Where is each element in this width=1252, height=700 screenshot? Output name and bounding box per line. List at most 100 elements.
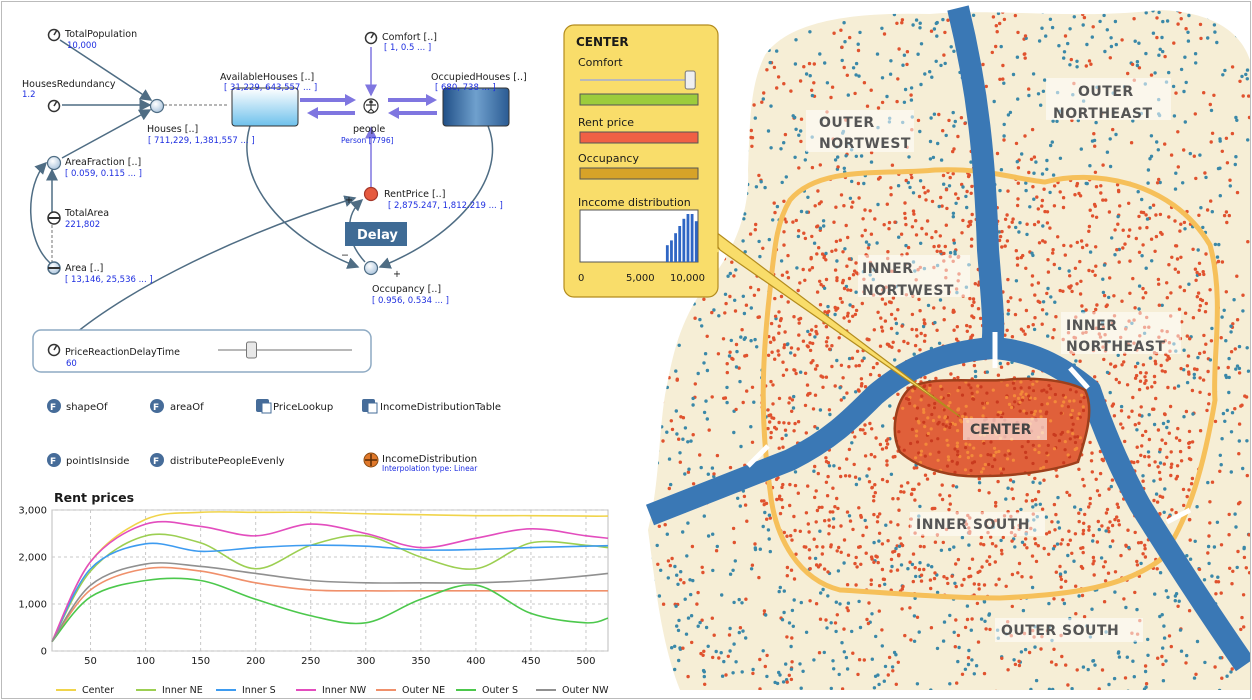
resident-dot [824,459,829,464]
resident-dot [1025,546,1029,550]
comfort-param[interactable] [364,31,378,45]
resident-dot [925,477,930,481]
pointisinside-function[interactable]: F [47,453,61,467]
resident-dot [684,632,689,636]
resident-dot [1094,477,1098,481]
resident-dot [881,577,886,581]
resident-dot [1109,36,1113,40]
resident-dot [1221,411,1226,416]
price-reaction-slider-thumb[interactable] [246,341,257,359]
resident-dot [1163,441,1168,446]
resident-dot [736,496,740,500]
resident-dot [677,618,681,623]
resident-dot [852,462,856,467]
area-variable[interactable] [47,261,61,275]
available-houses-stock[interactable] [231,87,299,127]
resident-dot [1117,650,1121,654]
resident-dot [953,645,957,649]
occupancy-variable[interactable] [363,260,379,276]
occupied-houses-stock[interactable] [442,87,510,127]
rent-price-variable[interactable] [363,186,379,202]
resident-dot [923,473,928,477]
resident-dot [906,567,910,571]
houses-redundancy-param[interactable] [47,99,61,113]
resident-dot [767,237,771,242]
resident-dot [826,474,830,479]
resident-dot [1158,461,1163,465]
resident-dot [1226,365,1230,370]
resident-dot [834,600,838,604]
income-distribution-icon[interactable] [363,452,379,468]
resident-dot [1191,316,1196,320]
resident-dot [1017,230,1021,234]
price-reaction-param[interactable] [47,343,61,357]
resident-dot [1064,663,1068,667]
resident-dot [1078,292,1083,296]
resident-dot [609,446,612,449]
resident-dot [865,104,870,108]
resident-dot [648,477,651,481]
resident-dot [1149,237,1154,241]
resident-dot [1229,350,1234,354]
resident-dot [1220,437,1224,441]
resident-dot [1241,593,1246,597]
resident-dot [1170,508,1174,512]
resident-dot [869,578,873,582]
resident-dot [1167,70,1171,75]
resident-dot [891,550,895,554]
resident-dot [1187,488,1191,492]
resident-dot [760,499,764,503]
resident-dot [928,70,932,74]
resident-dot [738,504,742,508]
resident-dot [760,100,764,104]
resident-dot [845,667,850,671]
resident-dot [854,482,859,487]
resident-dot [1021,608,1026,613]
price-reaction-panel [32,329,372,373]
resident-dot [1164,589,1168,593]
resident-dot [702,649,706,653]
resident-dot [877,584,882,588]
resident-dot [750,563,755,567]
resident-dot [844,655,849,660]
resident-dot [1176,384,1181,388]
houses-variable[interactable] [149,98,165,114]
shapeof-function[interactable]: F [47,399,61,413]
resident-dot [808,567,812,571]
resident-dot [857,74,861,78]
resident-dot [777,670,781,675]
resident-dot [1053,10,1057,14]
resident-dot [799,600,803,605]
resident-dot [1161,421,1166,426]
resident-dot [660,680,664,684]
resident-dot [806,522,810,526]
total-population-param[interactable] [47,28,61,42]
area-fraction-variable[interactable] [46,155,62,171]
resident-dot [896,497,900,501]
resident-dot [715,453,720,458]
resident-dot [773,210,777,215]
resident-dot [1224,373,1228,378]
resident-dot [1034,542,1038,546]
resident-dot [834,629,838,634]
resident-dot [1037,39,1042,43]
resident-dot [674,369,678,373]
people-agent-icon[interactable] [363,98,379,114]
distributepeopleevenly-function[interactable]: F [150,453,164,467]
resident-dot [1033,316,1037,320]
resident-dot [1014,692,1017,695]
resident-dot [856,48,861,53]
resident-dot [1000,229,1004,234]
areaof-function[interactable]: F [150,399,164,413]
resident-dot [1245,346,1249,350]
resident-dot [1230,582,1234,586]
income-distribution-table-icon[interactable] [362,399,378,414]
resident-dot [1133,590,1137,595]
resident-dot [942,620,947,624]
resident-dot [992,99,996,104]
pricelookup-table-icon[interactable] [256,399,272,414]
resident-dot [1058,156,1063,160]
resident-dot [793,528,797,533]
resident-dot [923,72,927,76]
total-area-param[interactable] [47,211,61,225]
